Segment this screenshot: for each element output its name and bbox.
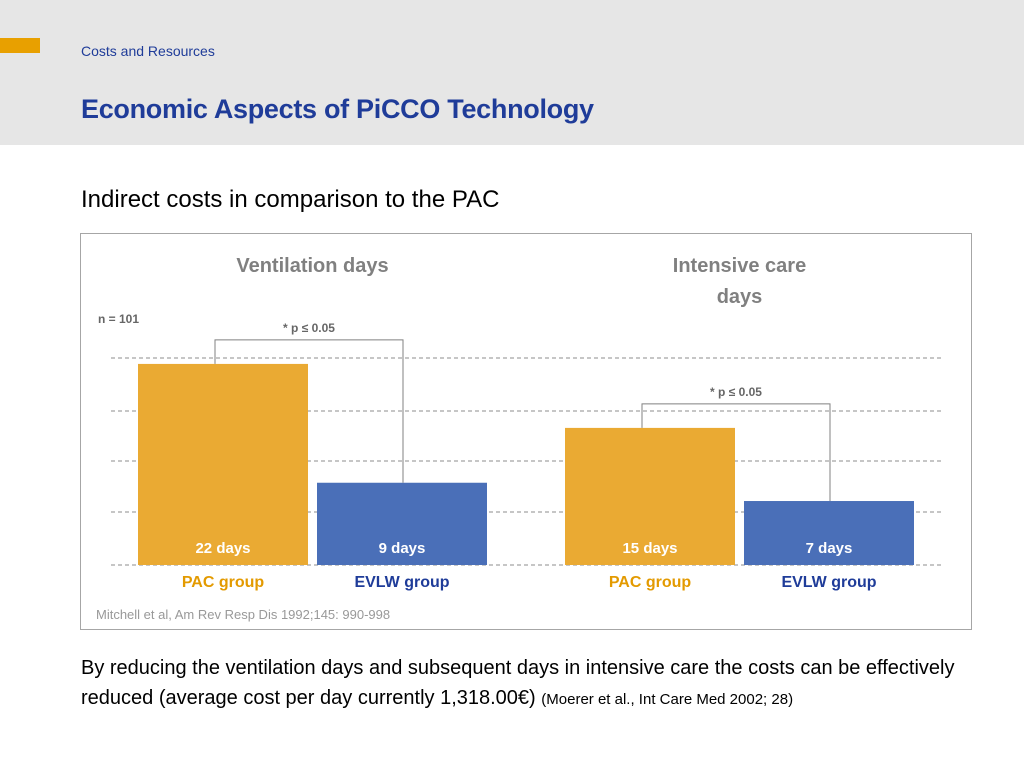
bar-chart: n = 101 Ventilation days 22 days PAC group 9… [96,255,941,622]
chart-frame: n = 101 Ventilation days 22 days PAC group 9… [80,233,972,630]
slide-subtitle: Indirect costs in comparison to the PAC [81,186,500,213]
category-label: PAC group [182,574,265,591]
footer-reference: (Moerer et al., Int Care Med 2002; 28) [541,691,794,708]
section-label: Costs and Resources [81,43,215,59]
bar-pac [565,427,735,565]
significance-label: * p ≤ 0.05 [283,321,335,335]
significance-label: * p ≤ 0.05 [710,385,762,399]
bar-pac [138,363,308,565]
citation: Mitchell et al, Am Rev Resp Dis 1992;145… [96,607,390,622]
bar-value-label: 15 days [622,540,677,557]
bar-value-label: 22 days [195,540,250,557]
footer-text: By reducing the ventilation days and sub… [81,653,981,715]
page-title: Economic Aspects of PiCCO Technology [81,94,594,124]
bar-evlw [317,482,487,565]
header-band [0,0,1024,145]
category-label: EVLW group [354,574,449,591]
bar-value-label: 7 days [806,540,853,557]
bar-evlw [744,501,914,565]
group-title: Ventilation days [236,255,388,277]
group-title: Intensive care [673,255,806,277]
footer-statement: By reducing the ventilation days and sub… [81,657,955,709]
sample-size-label: n = 101 [98,312,139,326]
category-label: PAC group [609,574,692,591]
significance-bracket [214,339,404,483]
group-title: days [717,286,763,308]
accent-bar [0,38,40,53]
significance-bracket [641,403,831,502]
category-label: EVLW group [781,574,876,591]
bar-value-label: 9 days [379,540,426,557]
